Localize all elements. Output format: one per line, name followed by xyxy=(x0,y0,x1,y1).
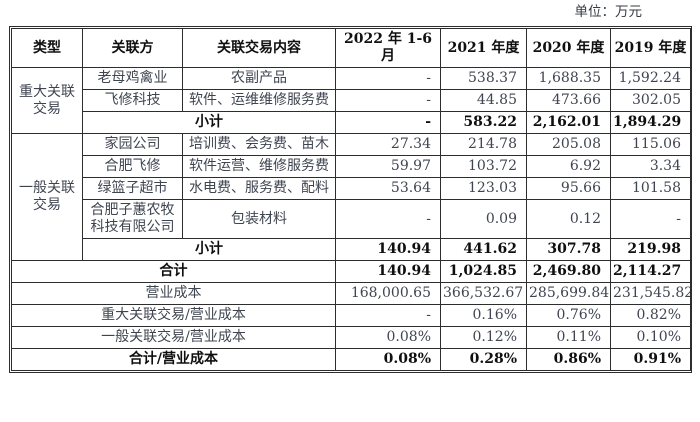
value-cell: 0.12% xyxy=(440,326,527,349)
content-cell: 软件运营、维修服务费 xyxy=(182,155,336,178)
value-cell: 6.92 xyxy=(526,155,611,178)
value-cell: 0.10% xyxy=(610,326,691,349)
value-cell: 0.09 xyxy=(440,199,527,239)
related-party-transactions-table: 类型 关联方 关联交易内容 2022 年 1-6 月 2021 年度 2020 年度 201… xyxy=(9,26,692,373)
data-table: 类型 关联方 关联交易内容 2022 年 1-6 月 2021 年度 2020 年度 201… xyxy=(11,28,691,371)
value-cell: 59.97 xyxy=(335,155,441,178)
party-cell: 飞修科技 xyxy=(82,89,183,112)
content-cell: 包装材料 xyxy=(182,199,336,239)
value-cell: 140.94 xyxy=(335,238,441,261)
summary-label: 营业成本 xyxy=(11,282,336,305)
party-cell: 合肥子蕙农牧科技有限公司 xyxy=(82,199,183,239)
value-cell: 0.91% xyxy=(610,348,691,371)
type-cell: 一般关联交易 xyxy=(11,133,83,261)
value-cell: - xyxy=(335,67,441,90)
column-header-3: 2022 年 1-6 月 xyxy=(335,28,441,68)
value-cell: 168,000.65 xyxy=(335,282,441,305)
value-cell: 302.05 xyxy=(610,89,691,112)
value-cell: - xyxy=(335,111,441,134)
value-cell: 285,699.84 xyxy=(526,282,611,305)
summary-label: 重大关联交易/营业成本 xyxy=(11,304,336,327)
value-cell: 53.64 xyxy=(335,177,441,200)
value-cell: 2,469.80 xyxy=(526,260,611,283)
table-row: 一般关联交易 家园公司 培训费、会务费、苗木 27.34 214.78 205.08 115… xyxy=(11,133,691,261)
value-cell: 0.16% xyxy=(440,304,527,327)
summary-label: 合计/营业成本 xyxy=(11,348,336,371)
party-cell: 家园公司 xyxy=(82,133,183,156)
value-cell: 0.82% xyxy=(610,304,691,327)
table-row: 重大关联交易 老母鸡禽业 农副产品 -538.37 1,688.35 1,592.24 xyxy=(11,67,691,134)
subtotal-row: 小计 140.94 441.62 307.78 219.98 xyxy=(12,238,691,261)
value-cell: 0.08% xyxy=(335,348,441,371)
subtotal-row: 小计 -583.22 2,162.01 1,894.29 xyxy=(12,111,691,134)
content-cell: 农副产品 xyxy=(182,67,336,90)
column-header-2: 关联交易内容 xyxy=(182,28,336,68)
value-cell: 1,024.85 xyxy=(440,260,527,283)
value-cell: 44.85 xyxy=(440,89,527,112)
table-row: 合肥飞修 软件运营、维修服务费 59.97 103.72 6.92 3.34 xyxy=(12,155,691,178)
value-cell: 538.37 xyxy=(440,67,527,90)
column-header-5: 2020 年度 xyxy=(526,28,611,68)
value-cell: 0.28% xyxy=(440,348,527,371)
value-cell: 95.66 xyxy=(526,177,611,200)
value-cell: 140.94 xyxy=(335,260,441,283)
value-cell: 0.08% xyxy=(335,326,441,349)
value-cell: 1,894.29 xyxy=(610,111,691,134)
value-cell: 219.98 xyxy=(610,238,691,261)
summary-row: 合计 140.94 1,024.85 2,469.80 2,114.27 xyxy=(11,260,691,283)
table-row: 绿篮子超市 水电费、服务费、配料 53.64 123.03 95.66 101.58 xyxy=(12,177,691,200)
value-cell: - xyxy=(335,89,441,112)
value-cell: 115.06 xyxy=(610,133,691,156)
summary-row: 合计/营业成本 0.08% 0.28% 0.86% 0.91% xyxy=(11,348,691,371)
value-cell: 1,688.35 xyxy=(526,67,611,90)
column-header-6: 2019 年度 xyxy=(610,28,691,68)
type-cell: 重大关联交易 xyxy=(11,67,83,134)
value-cell: 366,532.67 xyxy=(440,282,527,305)
value-cell: 231,545.82 xyxy=(610,282,691,305)
column-header-1: 关联方 xyxy=(82,28,183,68)
subtotal-label: 小计 xyxy=(82,111,336,134)
value-cell: 205.08 xyxy=(526,133,611,156)
value-cell: - xyxy=(610,199,691,239)
content-cell: 培训费、会务费、苗木 xyxy=(182,133,336,156)
value-cell: 0.11% xyxy=(526,326,611,349)
value-cell: 3.34 xyxy=(610,155,691,178)
value-cell: 0.86% xyxy=(526,348,611,371)
value-cell: 27.34 xyxy=(335,133,441,156)
column-header-4: 2021 年度 xyxy=(440,28,527,68)
content-cell: 水电费、服务费、配料 xyxy=(182,177,336,200)
summary-row: 一般关联交易/营业成本 0.08% 0.12% 0.11% 0.10% xyxy=(11,326,691,349)
party-cell: 合肥飞修 xyxy=(82,155,183,178)
value-cell: 0.12 xyxy=(526,199,611,239)
value-cell: - xyxy=(335,304,441,327)
value-cell: 307.78 xyxy=(526,238,611,261)
value-cell: 123.03 xyxy=(440,177,527,200)
value-cell: 441.62 xyxy=(440,238,527,261)
value-cell: 2,162.01 xyxy=(526,111,611,134)
table-header-row: 类型 关联方 关联交易内容 2022 年 1-6 月 2021 年度 2020 年度 201… xyxy=(11,28,691,68)
party-cell: 老母鸡禽业 xyxy=(82,67,183,90)
summary-label: 一般关联交易/营业成本 xyxy=(11,326,336,349)
value-cell: 1,592.24 xyxy=(610,67,691,90)
table-row: 飞修科技 软件、运维维修服务费 -44.85 473.66 302.05 xyxy=(12,89,691,112)
value-cell: 103.72 xyxy=(440,155,527,178)
summary-label: 合计 xyxy=(11,260,336,283)
table-row: 合肥子蕙农牧科技有限公司 包装材料 -0.09 0.12- xyxy=(12,199,691,239)
value-cell: 2,114.27 xyxy=(610,260,691,283)
value-cell: - xyxy=(335,199,441,239)
value-cell: 0.76% xyxy=(526,304,611,327)
value-cell: 583.22 xyxy=(440,111,527,134)
value-cell: 214.78 xyxy=(440,133,527,156)
unit-label: 单位：万元 xyxy=(574,4,643,20)
summary-row: 重大关联交易/营业成本 -0.16% 0.76% 0.82% xyxy=(11,304,691,327)
value-cell: 101.58 xyxy=(610,177,691,200)
party-cell: 绿篮子超市 xyxy=(82,177,183,200)
content-cell: 软件、运维维修服务费 xyxy=(182,89,336,112)
value-cell: 473.66 xyxy=(526,89,611,112)
column-header-0: 类型 xyxy=(11,28,83,68)
summary-row: 营业成本 168,000.65 366,532.67 285,699.84 231,54… xyxy=(11,282,691,305)
subtotal-label: 小计 xyxy=(82,238,336,261)
